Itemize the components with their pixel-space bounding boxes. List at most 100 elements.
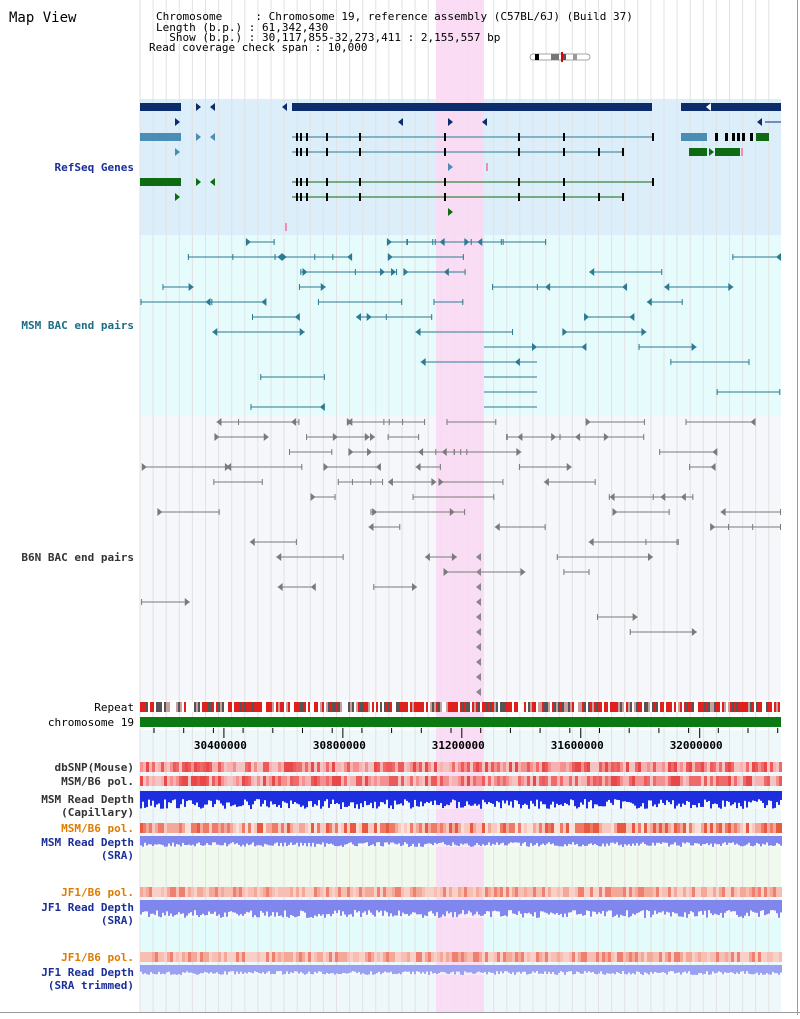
jf1-sra-depth <box>254 900 256 916</box>
msm-capillary-depth <box>758 791 760 800</box>
msm-capillary-depth <box>348 791 350 806</box>
repeat-element <box>320 702 322 712</box>
jf1-trimmed-depth <box>328 965 330 974</box>
msm-sra-depth <box>592 836 594 846</box>
msm-read-depth-sra-label[interactable]: MSM Read Depth <box>41 836 134 849</box>
repeat-element <box>556 702 558 712</box>
repeat-element <box>402 702 404 712</box>
msm-b6-pol-label[interactable]: MSM/B6 pol. <box>61 775 134 788</box>
jf1-sra-depth <box>578 900 580 915</box>
jf1-trimmed-depth <box>220 965 222 975</box>
msm-sra-depth <box>526 836 528 847</box>
jf1-b6-pol-density <box>326 887 329 897</box>
msm-b6-pol-density <box>458 776 461 786</box>
msm-sra-depth <box>394 836 396 844</box>
jf1-b6-pol-trimmed-density <box>290 952 293 962</box>
msm-b6-pol-sra-density <box>488 823 491 833</box>
jf1-b6-pol-trimmed-label[interactable]: JF1/B6 pol. <box>61 951 134 964</box>
msm-b6-pol-sra-density <box>524 823 527 833</box>
msm-b6-pol-sra-density <box>407 823 410 833</box>
jf1-read-depth-sra-label[interactable]: JF1 Read Depth <box>41 901 134 914</box>
msm-sra-depth <box>144 836 146 843</box>
jf1-trimmed-depth <box>244 965 246 973</box>
jf1-b6-pol-density <box>758 887 761 897</box>
refseq-genes-label[interactable]: RefSeq Genes <box>54 161 134 174</box>
repeat-element <box>488 702 490 712</box>
jf1-sra-depth <box>486 900 488 912</box>
dbsnp-density <box>194 762 197 772</box>
jf1-trimmed-depth <box>168 965 170 972</box>
repeat-element <box>518 702 520 712</box>
dbsnp-density <box>242 762 245 772</box>
msm-sra-depth <box>298 836 300 847</box>
jf1-b6-pol-trimmed-density <box>731 952 734 962</box>
msm-sra-depth <box>698 836 700 844</box>
msm-sra-depth <box>166 836 168 847</box>
msm-bac-end-pairs-label[interactable]: MSM BAC end pairs <box>21 319 134 332</box>
dbsnp-density <box>764 762 767 772</box>
msm-sra-depth <box>248 836 250 846</box>
jf1-trimmed-depth <box>526 965 528 975</box>
msm-b6-pol-sra-density <box>725 823 728 833</box>
jf1-b6-pol-density <box>713 887 716 897</box>
jf1-trimmed-depth <box>176 965 178 975</box>
jf1-b6-pol-density <box>152 887 155 897</box>
jf1-trimmed-depth <box>468 965 470 973</box>
jf1-sra-depth <box>686 900 688 918</box>
jf1-sra-depth <box>604 900 606 917</box>
jf1-b6-pol-trimmed-density <box>422 952 425 962</box>
msm-capillary-depth <box>172 791 174 801</box>
gene-exon <box>742 133 745 141</box>
jf1-b6-pol-density <box>647 887 650 897</box>
dbsnp-density <box>593 762 596 772</box>
dbsnp-label[interactable]: dbSNP(Mouse) <box>54 761 134 774</box>
msm-capillary-depth <box>668 791 670 803</box>
chromosome-ideogram[interactable] <box>529 52 591 62</box>
jf1-b6-pol-density <box>779 887 782 897</box>
b6n-bac-end-pairs-label[interactable]: B6N BAC end pairs <box>21 551 134 564</box>
repeat-element <box>656 702 658 712</box>
msm-b6-pol-density <box>149 776 152 786</box>
msm-b6-pol-sra-density <box>398 823 401 833</box>
jf1-trimmed-depth <box>444 965 446 973</box>
jf1-b6-pol-density <box>719 887 722 897</box>
jf1-b6-pol-density <box>770 887 773 897</box>
msm-sra-depth <box>408 836 410 847</box>
jf1-read-depth-trimmed-label[interactable]: JF1 Read Depth <box>41 966 134 979</box>
msm-b6-pol-sra-label[interactable]: MSM/B6 pol. <box>61 822 134 835</box>
msm-sra-depth <box>750 836 752 846</box>
jf1-b6-pol-density <box>581 887 584 897</box>
msm-b6-pol-density <box>485 776 488 786</box>
msm-read-depth-capillary-label[interactable]: MSM Read Depth <box>41 793 134 806</box>
jf1-trimmed-depth <box>612 965 614 974</box>
bac-end-tick <box>495 419 497 425</box>
jf1-sra-depth <box>646 900 648 910</box>
jf1-b6-pol-trimmed-density <box>344 952 347 962</box>
repeat-element <box>206 702 208 712</box>
jf1-b6-pol-density <box>167 887 170 897</box>
jf1-b6-pol-trimmed-density <box>449 952 452 962</box>
msm-b6-pol-density <box>344 776 347 786</box>
msm-capillary-depth <box>608 791 610 800</box>
jf1-b6-pol-trimmed-density <box>410 952 413 962</box>
repeat-element <box>356 702 358 712</box>
bac-end-tick <box>187 254 189 260</box>
jf1-trimmed-depth <box>718 965 720 972</box>
msm-b6-pol-density <box>692 776 695 786</box>
bac-end-tick <box>716 389 718 395</box>
msm-b6-pol-sra-density <box>566 823 569 833</box>
msm-capillary-depth <box>440 791 442 803</box>
msm-b6-pol-sra-density <box>533 823 536 833</box>
msm-sra-depth <box>470 836 472 847</box>
jf1-b6-pol-label[interactable]: JF1/B6 pol. <box>61 886 134 899</box>
dbsnp-density <box>680 762 683 772</box>
jf1-sra-depth <box>342 900 344 912</box>
repeat-element <box>562 702 564 712</box>
jf1-sra-depth <box>478 900 480 915</box>
repeat-element <box>160 702 162 712</box>
msm-b6-pol-density <box>707 776 710 786</box>
msm-b6-pol-sra-density <box>611 823 614 833</box>
jf1-b6-pol-density <box>545 887 548 897</box>
bac-end-marker <box>585 418 591 426</box>
